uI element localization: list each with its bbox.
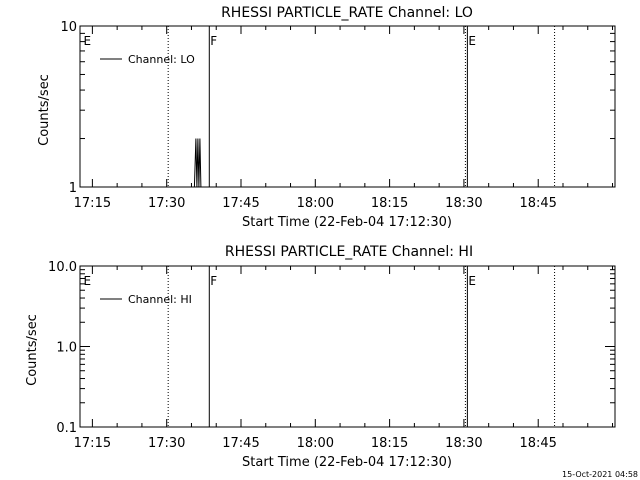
lo-marker-label: E [83, 34, 91, 48]
lo-marker-label: E [468, 34, 476, 48]
lo-chart-title: RHESSI PARTICLE_RATE Channel: LO [221, 5, 473, 21]
hi-x-tick-label: 18:30 [445, 436, 482, 451]
lo-marker-label: F [210, 34, 217, 48]
hi-y-tick-label: 1.0 [56, 341, 77, 356]
hi-marker-label: E [468, 274, 476, 288]
hi-x-tick-label: 18:45 [519, 436, 556, 451]
lo-legend-label: Channel: LO [128, 53, 195, 66]
lo-channel-panel: RHESSI PARTICLE_RATE Channel: LO 17:15 17… [37, 5, 616, 230]
hi-y-axis-label: Counts/sec [25, 314, 40, 386]
hi-channel-panel: RHESSI PARTICLE_RATE Channel: HI 17:15 17… [25, 244, 616, 470]
hi-x-tick-label: 17:45 [222, 436, 259, 451]
lo-series-line [193, 138, 202, 188]
hi-x-tick-label: 17:15 [74, 436, 111, 451]
lo-plot-frame [79, 25, 616, 188]
hi-x-tick-label: 17:30 [148, 436, 185, 451]
hi-legend-label: Channel: HI [128, 293, 192, 306]
hi-marker-label: E [83, 274, 91, 288]
hi-chart-title: RHESSI PARTICLE_RATE Channel: HI [225, 244, 473, 260]
hi-plot-area: 17:15 17:30 17:45 18:00 18:15 18:30 18:45 0.1 1.… [48, 260, 616, 451]
hi-y-tick-label: 10.0 [48, 260, 77, 275]
footer-timestamp: 15-Oct-2021 04:58 [562, 470, 638, 479]
lo-x-tick-label: 18:15 [371, 196, 408, 211]
lo-x-tick-label: 17:45 [222, 196, 259, 211]
hi-x-axis-label: Start Time (22-Feb-04 17:12:30) [242, 455, 452, 470]
lo-y-tick-label: 10 [60, 20, 77, 35]
hi-x-tick-label: 18:00 [297, 436, 334, 451]
lo-x-axis-label: Start Time (22-Feb-04 17:12:30) [242, 215, 452, 230]
lo-y-tick-label: 1 [69, 181, 77, 196]
hi-x-tick-label: 18:15 [371, 436, 408, 451]
lo-y-axis-label: Counts/sec [37, 74, 52, 146]
hi-y-tick-label: 0.1 [56, 421, 77, 436]
lo-plot-area: 17:15 17:30 17:45 18:00 18:15 18:30 18:45 1 10 E F… [60, 20, 616, 211]
lo-x-tick-label: 17:30 [148, 196, 185, 211]
lo-x-tick-label: 18:45 [519, 196, 556, 211]
lo-x-tick-label: 17:15 [74, 196, 111, 211]
lo-x-tick-label: 18:00 [297, 196, 334, 211]
hi-marker-label: F [210, 274, 217, 288]
lo-x-tick-label: 18:30 [445, 196, 482, 211]
